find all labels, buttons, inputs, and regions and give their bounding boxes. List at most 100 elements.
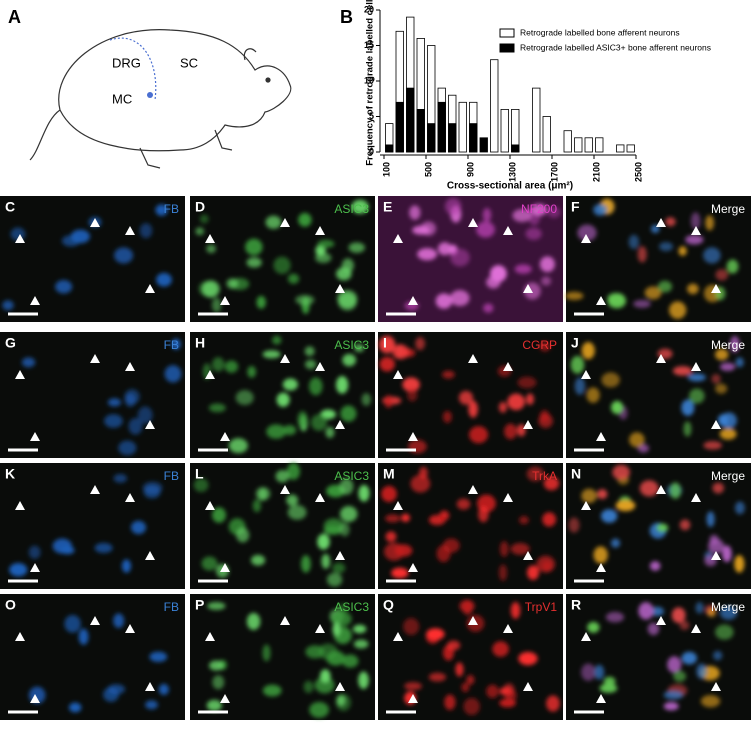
cell xyxy=(611,400,624,415)
arrowhead xyxy=(280,354,290,363)
cell xyxy=(287,273,300,284)
arrowhead xyxy=(711,420,721,429)
cell xyxy=(568,517,580,533)
arrowhead xyxy=(90,218,100,227)
cell xyxy=(339,522,350,537)
micrograph: C FB xyxy=(0,196,185,322)
bar xyxy=(584,137,593,153)
cell xyxy=(107,684,126,695)
cell xyxy=(510,601,521,619)
stain-label: TrpV1 xyxy=(525,600,558,614)
micrograph: Q TrpV1 xyxy=(378,594,563,720)
panel-letter: R xyxy=(571,597,581,613)
y-tick-label: 15 xyxy=(364,40,374,50)
arrowhead xyxy=(30,296,40,305)
cell xyxy=(669,482,682,499)
cell xyxy=(318,643,338,660)
cell xyxy=(734,501,745,515)
y-tick-label: 5 xyxy=(369,111,374,121)
cell xyxy=(715,624,734,640)
cell xyxy=(338,603,348,615)
cell xyxy=(610,538,621,548)
cell xyxy=(510,542,530,555)
cell xyxy=(685,234,704,245)
cell xyxy=(671,607,686,624)
cells xyxy=(568,464,745,573)
bar xyxy=(532,87,541,153)
cell xyxy=(113,613,125,629)
bar xyxy=(500,109,509,153)
y-tick-label: 20 xyxy=(364,4,374,14)
cell xyxy=(235,390,254,406)
cell xyxy=(715,348,729,361)
cell xyxy=(463,697,480,716)
panel-letter: O xyxy=(5,597,16,613)
cell xyxy=(70,229,91,244)
arrowhead xyxy=(581,501,591,510)
arrowhead xyxy=(408,296,418,305)
arrowhead xyxy=(656,218,666,227)
cell xyxy=(114,247,134,264)
cell xyxy=(262,684,282,697)
arrowhead xyxy=(503,624,513,633)
arrowhead xyxy=(315,624,325,633)
arrowhead xyxy=(205,234,215,243)
x-tick-label: 2500 xyxy=(633,162,643,182)
cell xyxy=(734,555,745,573)
arrowhead xyxy=(393,501,403,510)
cell xyxy=(476,221,495,238)
cell xyxy=(358,484,370,502)
cell xyxy=(298,212,312,227)
cell xyxy=(442,538,460,553)
arrowhead xyxy=(393,632,403,641)
cell xyxy=(332,622,341,637)
arrowhead xyxy=(503,226,513,235)
cell xyxy=(468,400,478,418)
micrograph: J Merge xyxy=(566,332,751,458)
x-tick-label: 1300 xyxy=(507,162,517,182)
cell xyxy=(547,206,561,218)
cell xyxy=(719,362,736,372)
cell xyxy=(342,353,357,367)
arrowhead xyxy=(125,362,135,371)
cell xyxy=(492,641,509,657)
cell xyxy=(466,674,475,685)
cell xyxy=(121,559,132,573)
cell xyxy=(340,405,357,422)
cell xyxy=(469,426,489,444)
cell xyxy=(352,624,367,634)
cell xyxy=(271,335,282,345)
cell xyxy=(504,423,517,440)
cell xyxy=(209,660,224,671)
cell xyxy=(638,602,654,620)
cell xyxy=(536,555,556,573)
cell xyxy=(317,239,335,248)
cell xyxy=(282,378,298,391)
cell xyxy=(410,474,431,493)
micrograph: R Merge xyxy=(566,594,751,720)
cell xyxy=(262,644,271,662)
legend-label: Retrograde labelled ASIC3+ bone afferent… xyxy=(520,42,711,52)
panel-letter: N xyxy=(571,466,581,482)
arrowhead xyxy=(523,551,533,560)
cells xyxy=(581,602,738,711)
arrowhead xyxy=(581,370,591,379)
cell xyxy=(667,656,682,673)
cell xyxy=(273,256,291,275)
cell xyxy=(354,343,365,353)
cell xyxy=(482,207,492,223)
cell xyxy=(385,514,401,523)
cell xyxy=(326,572,343,587)
cell xyxy=(478,506,489,523)
cell xyxy=(236,527,250,543)
arrowhead xyxy=(145,284,155,293)
cell xyxy=(107,398,122,407)
cell xyxy=(581,488,597,504)
anatomy-label: DRG xyxy=(112,55,141,70)
cell xyxy=(402,377,420,392)
panel-letter: C xyxy=(5,199,15,215)
arrowhead xyxy=(220,432,230,441)
cell xyxy=(458,390,474,405)
arrowhead xyxy=(145,420,155,429)
cell xyxy=(348,242,366,253)
